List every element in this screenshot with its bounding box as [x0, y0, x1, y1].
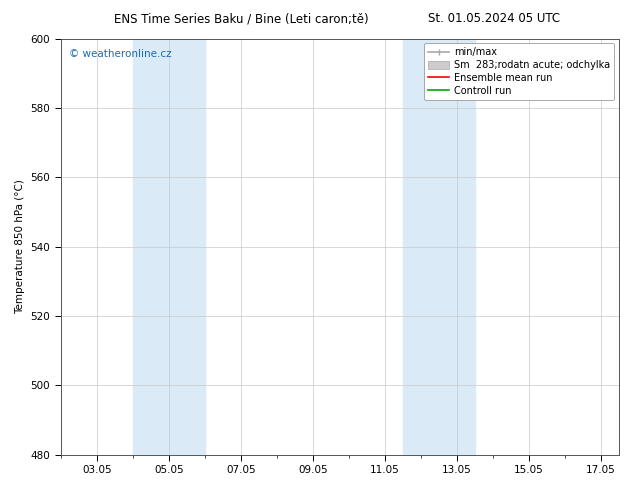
- Y-axis label: Temperature 850 hPa (°C): Temperature 850 hPa (°C): [15, 179, 25, 314]
- Bar: [403, 39, 475, 455]
- Bar: [133, 39, 205, 455]
- Legend: min/max, Sm  283;rodatn acute; odchylka, Ensemble mean run, Controll run: min/max, Sm 283;rodatn acute; odchylka, …: [424, 44, 614, 100]
- Text: © weatheronline.cz: © weatheronline.cz: [69, 49, 172, 59]
- Text: St. 01.05.2024 05 UTC: St. 01.05.2024 05 UTC: [429, 12, 560, 25]
- Text: ENS Time Series Baku / Bine (Leti caron;tě): ENS Time Series Baku / Bine (Leti caron;…: [113, 12, 368, 25]
